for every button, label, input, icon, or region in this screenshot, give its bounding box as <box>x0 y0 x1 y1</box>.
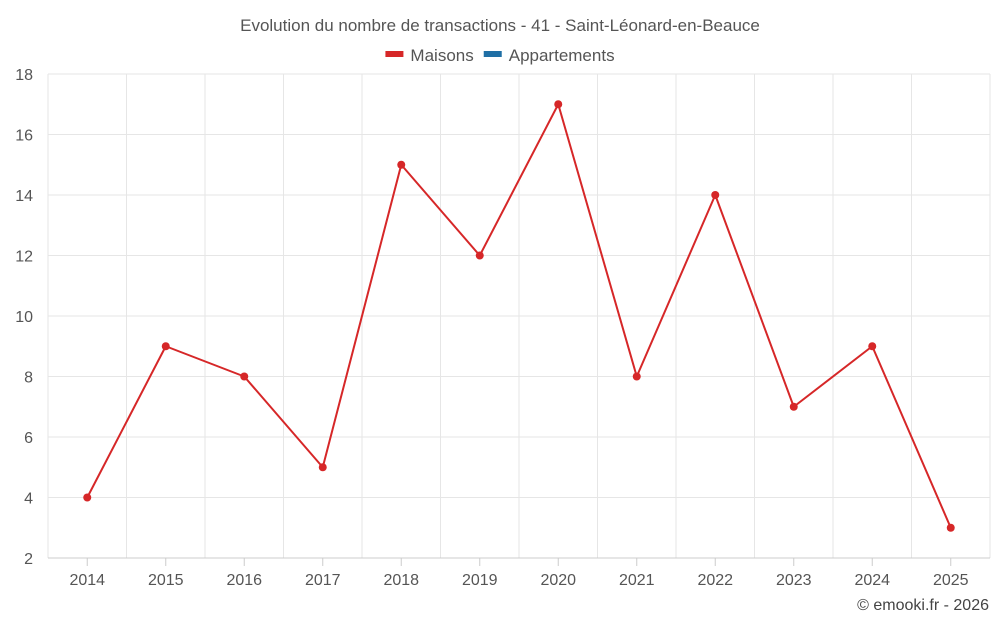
x-tick-label: 2021 <box>619 572 655 589</box>
x-tick-label: 2024 <box>854 572 890 589</box>
data-point[interactable] <box>161 342 170 351</box>
y-tick-label: 12 <box>15 249 33 266</box>
y-tick-label: 18 <box>15 67 33 84</box>
y-tick-label: 4 <box>24 491 33 508</box>
y-tick-label: 16 <box>15 128 33 145</box>
legend-label: Appartements <box>509 46 615 65</box>
data-point[interactable] <box>397 160 406 169</box>
y-tick-label: 14 <box>15 188 33 205</box>
data-point[interactable] <box>240 372 249 381</box>
x-tick-label: 2019 <box>462 572 498 589</box>
credit-text: © emooki.fr - 2026 <box>857 597 989 614</box>
data-point[interactable] <box>554 100 563 109</box>
y-axis-ticks: 2 4 6 8 10 12 14 16 18 <box>15 67 33 568</box>
legend-swatch <box>385 51 404 57</box>
legend-label: Maisons <box>410 46 473 65</box>
data-point[interactable] <box>711 191 720 199</box>
legend: Maisons Appartements <box>385 46 615 65</box>
series-line-maisons <box>86 103 952 529</box>
data-point[interactable] <box>868 342 877 351</box>
chart-title: Evolution du nombre de transactions - 41… <box>240 16 760 35</box>
data-point[interactable] <box>83 493 92 502</box>
x-tick-label: 2015 <box>148 572 184 589</box>
x-tick-label: 2023 <box>776 572 812 589</box>
y-tick-label: 6 <box>24 430 33 447</box>
x-tick-label: 2016 <box>226 572 262 589</box>
legend-swatch <box>483 51 502 57</box>
x-tick-label: 2025 <box>933 572 969 589</box>
data-point[interactable] <box>318 463 327 472</box>
y-tick-label: 8 <box>24 370 33 387</box>
x-tick-label: 2014 <box>69 572 105 589</box>
grid <box>47 73 991 559</box>
data-point[interactable] <box>946 523 955 532</box>
y-tick-label: 2 <box>24 551 33 568</box>
x-tick-label: 2020 <box>540 572 576 589</box>
x-tick-label: 2018 <box>383 572 419 589</box>
data-point[interactable] <box>632 372 641 381</box>
x-tick-label: 2022 <box>697 572 733 589</box>
x-tick-label: 2017 <box>305 572 341 589</box>
legend-item-maisons[interactable]: Maisons <box>385 46 474 65</box>
x-axis-ticks: 2014 2015 2016 2017 2018 2019 2020 2021 2022 2023… <box>69 558 969 589</box>
data-point[interactable] <box>475 251 484 260</box>
series-layer <box>83 100 955 532</box>
y-tick-label: 10 <box>15 309 33 326</box>
data-point[interactable] <box>789 402 798 411</box>
legend-item-appartements[interactable]: Appartements <box>483 46 615 65</box>
